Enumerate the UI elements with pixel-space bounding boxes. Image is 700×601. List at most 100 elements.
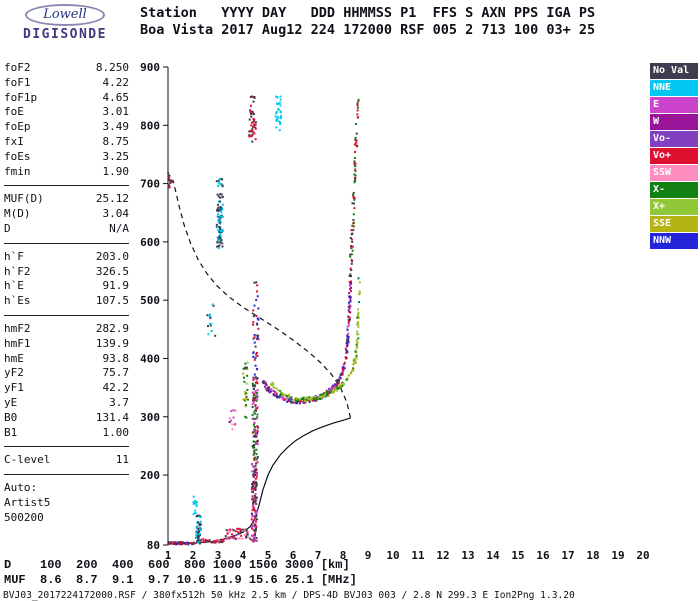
trace-left-edge-dots xyxy=(167,172,174,189)
y-axis-tick-label: 300 xyxy=(140,411,160,424)
param-hf2: h`F2 326.5 xyxy=(4,265,129,280)
panel-separator xyxy=(4,446,129,448)
legend-item-ssw: SSW xyxy=(650,165,698,181)
param-value: 11 xyxy=(115,453,129,467)
param-label: fxI xyxy=(4,134,24,148)
param-fxi: fxI 8.75 xyxy=(4,135,129,150)
x-axis-tick-label: 10 xyxy=(386,549,399,562)
param-hme: hmE 93.8 xyxy=(4,352,129,367)
parameter-panel: foF2 8.250 foF1 4.22 foF1p 4.65 foE 3.01 foEp 3.4… xyxy=(4,61,129,526)
param-value: 3.7 xyxy=(109,395,129,409)
param-value: 25.12 xyxy=(95,192,129,206)
x-axis-tick-label: 6 xyxy=(290,549,297,562)
param-label: fmin xyxy=(4,164,31,178)
param-label: B1 xyxy=(4,425,18,439)
y-axis-tick-label: 200 xyxy=(140,469,160,482)
param-label: h`F2 xyxy=(4,264,31,278)
param-he: h`E 91.9 xyxy=(4,279,129,294)
param-value: 203.0 xyxy=(95,249,129,263)
param-value: 282.9 xyxy=(95,321,129,335)
legend-item-x+: X+ xyxy=(650,199,698,215)
legend-item-x-: X- xyxy=(650,182,698,198)
param-label: hmF1 xyxy=(4,336,31,350)
x-axis-tick-label: 7 xyxy=(315,549,322,562)
param-value: 3.01 xyxy=(102,105,130,119)
muf-table-distance-row: D 100 200 400 600 800 1000 1500 3000 [km… xyxy=(4,558,350,572)
param-fof1: foF1 4.22 xyxy=(4,76,129,91)
param-label: Auto: xyxy=(4,481,38,495)
x-axis-tick-label: 20 xyxy=(636,549,649,562)
param-label: yF1 xyxy=(4,381,24,395)
x-axis-tick-label: 5 xyxy=(265,549,272,562)
digisonde-logo-text: DIGISONDE xyxy=(23,27,107,42)
trace-top-cluster-dark xyxy=(248,95,257,143)
param-fof2: foF2 8.250 xyxy=(4,61,129,76)
param-label: foF1 xyxy=(4,75,31,89)
param-label: h`E xyxy=(4,279,24,293)
param-label: hmF2 xyxy=(4,321,31,335)
param-b1: B1 1.00 xyxy=(4,426,129,441)
param-value: 8.75 xyxy=(102,134,130,148)
param-value: 75.7 xyxy=(102,366,130,380)
param-label: foF2 xyxy=(4,61,31,74)
param-label: D xyxy=(4,221,11,235)
station-header: Station YYYY DAY DDD HHMMSS P1 FFS S AXN… xyxy=(140,5,595,38)
y-axis-tick-label: 900 xyxy=(140,61,160,74)
param-label: h`Es xyxy=(4,294,31,308)
x-axis-tick-label: 13 xyxy=(461,549,474,562)
header-columns-row: Station YYYY DAY DDD HHMMSS P1 FFS S AXN… xyxy=(140,5,596,21)
param-label: hmE xyxy=(4,351,24,365)
trace-asymptote-top xyxy=(349,98,360,265)
param-foe: foE 3.01 xyxy=(4,105,129,120)
param-foep: foEp 3.49 xyxy=(4,120,129,135)
panel-separator xyxy=(4,242,129,244)
param-value: 139.9 xyxy=(95,336,129,350)
param-label: B0 xyxy=(4,410,18,424)
legend-item-vo+: Vo+ xyxy=(650,148,698,164)
panel-separator xyxy=(4,314,129,316)
legend-item-vo-: Vo- xyxy=(650,131,698,147)
electron-density-profile-solid xyxy=(169,417,351,545)
lowell-digisonde-logo: Lowell DIGISONDE xyxy=(2,3,128,42)
trace-es-spread-high xyxy=(252,281,260,376)
trace-cyan-top-cluster xyxy=(274,95,282,132)
y-axis-tick-label: 80 xyxy=(147,539,160,552)
param-b0: B0 131.4 xyxy=(4,411,129,426)
param-label: M(D) xyxy=(4,207,31,221)
param-hmf1: hmF1 139.9 xyxy=(4,337,129,352)
y-axis-tick-label: 800 xyxy=(140,119,160,132)
trace-F-trace-X xyxy=(269,277,361,403)
x-axis-tick-label: 2 xyxy=(190,549,197,562)
trace-E-trace-low xyxy=(167,541,196,546)
param-value: 3.49 xyxy=(102,120,130,134)
x-axis-tick-label: 18 xyxy=(586,549,599,562)
param-yf2: yF2 75.7 xyxy=(4,366,129,381)
legend-item-nne: NNE xyxy=(650,80,698,96)
param-label: yF2 xyxy=(4,366,24,380)
trace-F-trace-O xyxy=(261,267,353,405)
legend-item-noval: No Val xyxy=(650,63,698,79)
y-axis-tick-label: 700 xyxy=(140,178,160,191)
y-axis-tick-label: 500 xyxy=(140,294,160,307)
param-label: foE xyxy=(4,105,24,119)
param-value: 42.2 xyxy=(102,381,130,395)
param-value: 93.8 xyxy=(102,351,130,365)
param-yf1: yF1 42.2 xyxy=(4,381,129,396)
x-axis-tick-label: 4 xyxy=(240,549,247,562)
param-label: foEs xyxy=(4,149,31,163)
legend-item-nnw: NNW xyxy=(650,233,698,249)
electron-density-profile-topside-dashed xyxy=(172,179,352,419)
legend-item-w: W xyxy=(650,114,698,130)
param-label: C-level xyxy=(4,453,51,467)
y-axis-tick-label: 400 xyxy=(140,352,160,365)
param-value: 8.250 xyxy=(95,61,129,74)
trace-green-column xyxy=(242,361,249,419)
status-bar: BVJ03_2017224172000.RSF / 380fx512h 50 k… xyxy=(3,590,575,601)
trace-cyan-column-low xyxy=(195,514,202,545)
param-label: 500200 xyxy=(4,510,44,524)
header-values-row: Boa Vista 2017 Aug12 224 172000 RSF 005 … xyxy=(140,21,596,38)
param-label: Artist5 xyxy=(4,495,51,509)
param-value: 4.22 xyxy=(102,75,130,89)
panel-separator xyxy=(4,185,129,187)
